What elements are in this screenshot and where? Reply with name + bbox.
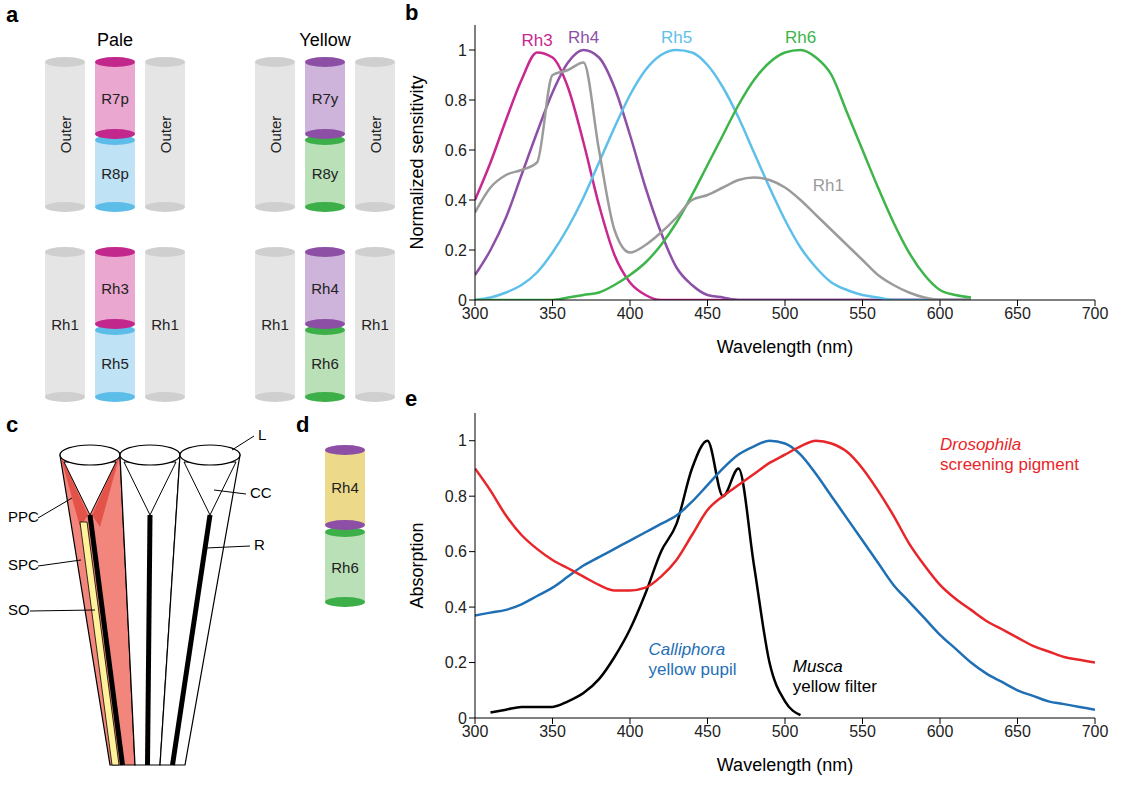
svg-text:300: 300 bbox=[461, 305, 489, 323]
html-text:Calliphora: Calliphora bbox=[648, 640, 726, 660]
svg-text:a: a bbox=[6, 2, 19, 27]
svg-text:700: 700 bbox=[1082, 723, 1109, 740]
svg-text:400: 400 bbox=[617, 723, 644, 740]
svg-text:600: 600 bbox=[927, 305, 954, 322]
svg-text:450: 450 bbox=[694, 723, 721, 740]
svg-text:Outer: Outer bbox=[267, 116, 284, 154]
svg-text:R: R bbox=[254, 536, 265, 553]
svg-text:550: 550 bbox=[849, 723, 876, 740]
svg-text:0.6: 0.6 bbox=[445, 543, 467, 560]
svg-text:0.2: 0.2 bbox=[445, 654, 467, 671]
html-text:e: e bbox=[405, 386, 418, 411]
svg-text:R7p: R7p bbox=[101, 90, 129, 107]
svg-text:450: 450 bbox=[694, 305, 721, 322]
svg-text:Rh4: Rh4 bbox=[331, 479, 359, 496]
svg-text:550: 550 bbox=[849, 305, 876, 322]
html-text:yellow filter: yellow filter bbox=[792, 676, 877, 696]
svg-text:Rh6: Rh6 bbox=[331, 559, 359, 576]
svg-text:650: 650 bbox=[1004, 723, 1031, 740]
svg-text:c: c bbox=[6, 412, 18, 437]
svg-text:Rh1: Rh1 bbox=[361, 316, 389, 333]
html-text:Rh1: Rh1 bbox=[812, 176, 844, 195]
svg-text:Rh5: Rh5 bbox=[101, 355, 129, 372]
svg-text:0: 0 bbox=[458, 292, 467, 309]
svg-text:Absorption: Absorption bbox=[407, 522, 427, 608]
svg-text:600: 600 bbox=[927, 723, 954, 740]
svg-text:0.2: 0.2 bbox=[445, 242, 467, 259]
svg-text:Wavelength (nm): Wavelength (nm) bbox=[717, 755, 853, 775]
svg-text:R8p: R8p bbox=[101, 165, 129, 182]
svg-text:1: 1 bbox=[458, 432, 467, 449]
html-text:yellow pupil: yellow pupil bbox=[648, 659, 737, 679]
svg-text:500: 500 bbox=[772, 305, 799, 322]
html-text:Drosophila: Drosophila bbox=[940, 435, 1022, 455]
svg-text:Normalized sensitivity: Normalized sensitivity bbox=[407, 75, 427, 249]
svg-text:d: d bbox=[296, 412, 309, 437]
html-text:Rh5: Rh5 bbox=[660, 28, 693, 48]
svg-text:1: 1 bbox=[458, 42, 467, 59]
svg-text:0.4: 0.4 bbox=[445, 192, 467, 209]
svg-text:500: 500 bbox=[772, 723, 799, 740]
html-text:b: b bbox=[405, 0, 419, 25]
svg-text:350: 350 bbox=[539, 305, 566, 322]
svg-text:700: 700 bbox=[1082, 305, 1109, 322]
html-text:Musca: Musca bbox=[792, 657, 843, 676]
svg-text:CC: CC bbox=[250, 484, 272, 501]
svg-text:PPC: PPC bbox=[8, 508, 39, 525]
svg-text:Pale: Pale bbox=[97, 30, 133, 50]
html-text:screening pigment: screening pigment bbox=[940, 454, 1079, 474]
svg-text:R8y: R8y bbox=[312, 165, 339, 182]
svg-text:Rh1: Rh1 bbox=[261, 316, 289, 333]
svg-text:0.4: 0.4 bbox=[445, 599, 467, 616]
svg-text:Outer: Outer bbox=[157, 116, 174, 154]
svg-text:Yellow: Yellow bbox=[299, 30, 351, 50]
svg-text:Rh4: Rh4 bbox=[311, 280, 339, 297]
svg-text:0.8: 0.8 bbox=[445, 92, 467, 109]
svg-text:650: 650 bbox=[1004, 305, 1031, 322]
svg-text:0.6: 0.6 bbox=[445, 142, 467, 159]
svg-text:Rh1: Rh1 bbox=[151, 316, 179, 333]
svg-text:Rh1: Rh1 bbox=[51, 316, 79, 333]
html-text:Rh4: Rh4 bbox=[567, 28, 600, 48]
svg-text:SPC: SPC bbox=[8, 556, 39, 573]
svg-text:Wavelength (nm): Wavelength (nm) bbox=[717, 337, 853, 357]
svg-text:350: 350 bbox=[539, 723, 566, 740]
svg-text:Outer: Outer bbox=[367, 116, 384, 154]
svg-text:L: L bbox=[258, 426, 266, 443]
html-text:Rh6: Rh6 bbox=[784, 28, 817, 48]
svg-text:R7y: R7y bbox=[312, 90, 339, 107]
svg-text:300: 300 bbox=[461, 723, 489, 741]
svg-text:400: 400 bbox=[617, 305, 644, 322]
svg-text:Rh6: Rh6 bbox=[311, 355, 339, 372]
svg-text:0: 0 bbox=[458, 710, 467, 727]
html-text:Rh3: Rh3 bbox=[521, 31, 553, 50]
svg-text:Rh3: Rh3 bbox=[101, 280, 129, 297]
svg-text:Outer: Outer bbox=[57, 116, 74, 154]
svg-text:0.8: 0.8 bbox=[445, 488, 467, 505]
svg-text:SO: SO bbox=[8, 601, 30, 618]
